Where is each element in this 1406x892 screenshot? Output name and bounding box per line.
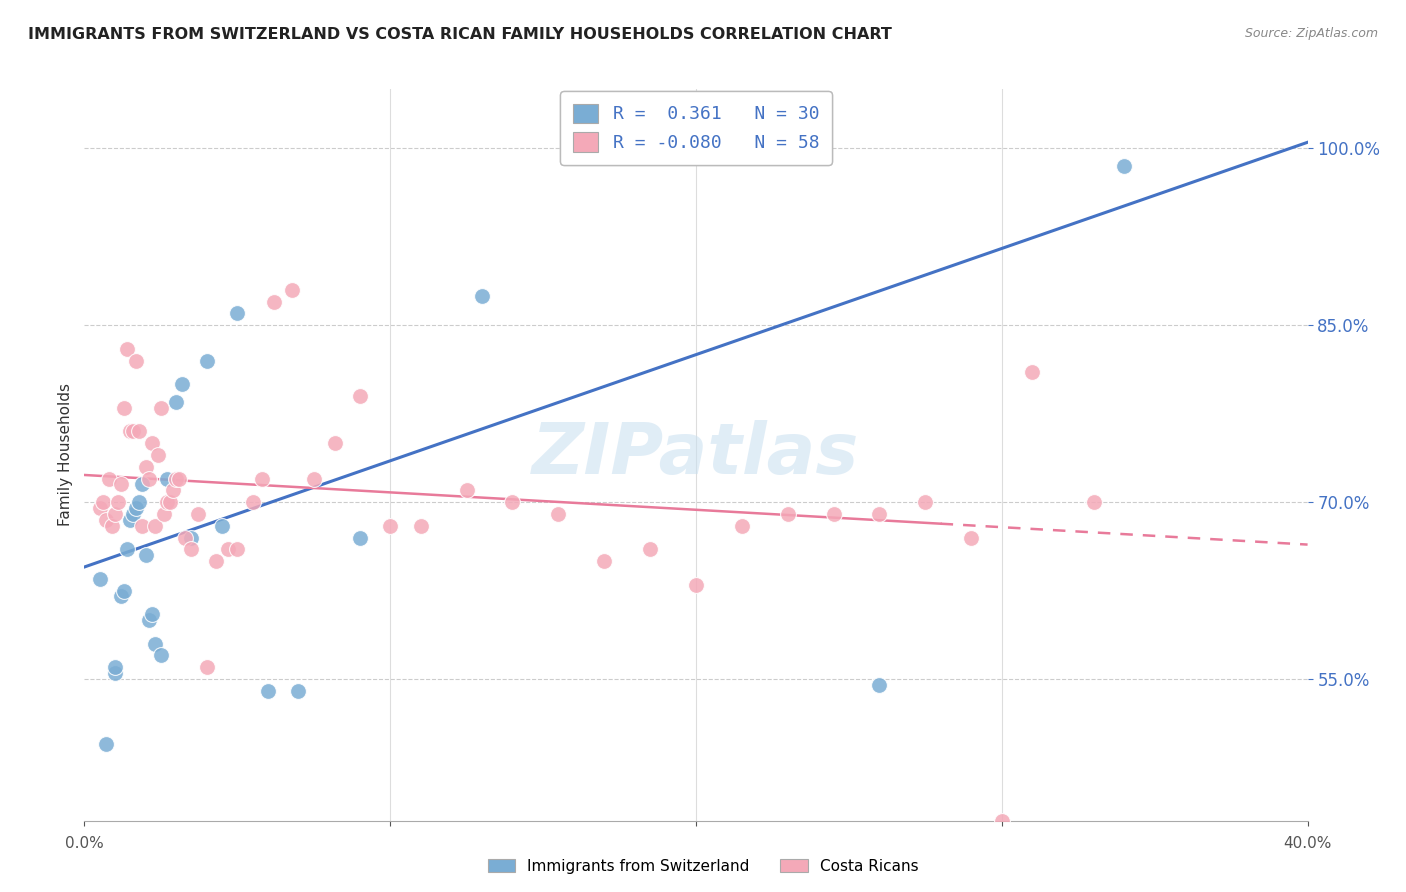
Point <box>685 577 707 591</box>
Point <box>112 401 135 415</box>
Point <box>138 471 160 485</box>
Point <box>1114 159 1136 173</box>
Text: 40.0%: 40.0% <box>1284 836 1331 851</box>
Point <box>186 507 208 521</box>
Legend: R =  0.361   N = 30, R = -0.080   N = 58: R = 0.361 N = 30, R = -0.080 N = 58 <box>560 91 832 165</box>
Point <box>174 531 197 545</box>
Text: 0.0%: 0.0% <box>65 836 104 851</box>
Point <box>287 684 309 698</box>
Point <box>165 394 187 409</box>
Point <box>195 353 218 368</box>
Point <box>91 495 114 509</box>
Point <box>776 507 799 521</box>
Point <box>263 294 285 309</box>
Point <box>131 477 153 491</box>
Point <box>165 471 187 485</box>
Point <box>149 648 172 663</box>
Point <box>128 495 150 509</box>
Point <box>112 583 135 598</box>
Point <box>456 483 478 498</box>
Text: ZIPatlas: ZIPatlas <box>533 420 859 490</box>
Point <box>502 495 524 509</box>
Point <box>94 513 117 527</box>
Point <box>115 342 138 356</box>
Point <box>125 501 148 516</box>
Point <box>110 477 132 491</box>
Point <box>143 518 166 533</box>
Point <box>141 607 163 622</box>
Point <box>349 531 371 545</box>
Point <box>159 495 181 509</box>
Point <box>211 518 233 533</box>
Point <box>257 684 280 698</box>
Point <box>242 495 264 509</box>
Point <box>380 518 402 533</box>
Point <box>138 613 160 627</box>
Point <box>1021 365 1043 379</box>
Point <box>960 531 983 545</box>
Point <box>120 425 142 439</box>
Legend: Immigrants from Switzerland, Costa Ricans: Immigrants from Switzerland, Costa Rican… <box>481 853 925 880</box>
Point <box>128 425 150 439</box>
Point <box>156 495 179 509</box>
Point <box>107 495 129 509</box>
Point <box>146 448 169 462</box>
Point <box>172 377 194 392</box>
Point <box>471 288 494 302</box>
Point <box>180 531 202 545</box>
Point <box>156 471 179 485</box>
Point <box>135 548 157 562</box>
Point <box>122 507 145 521</box>
Point <box>180 542 202 557</box>
Point <box>991 814 1014 828</box>
Point <box>638 542 661 557</box>
Y-axis label: Family Households: Family Households <box>58 384 73 526</box>
Point <box>349 389 371 403</box>
Point <box>914 495 936 509</box>
Point <box>97 471 120 485</box>
Point <box>167 471 190 485</box>
Point <box>141 436 163 450</box>
Point <box>250 471 273 485</box>
Point <box>101 518 124 533</box>
Point <box>823 507 845 521</box>
Point <box>135 459 157 474</box>
Point <box>205 554 228 568</box>
Point <box>593 554 616 568</box>
Point <box>869 678 891 692</box>
Point <box>110 590 132 604</box>
Point <box>120 513 142 527</box>
Point <box>115 542 138 557</box>
Point <box>281 283 304 297</box>
Point <box>302 471 325 485</box>
Point <box>125 353 148 368</box>
Point <box>869 507 891 521</box>
Point <box>323 436 346 450</box>
Point <box>104 660 127 674</box>
Point <box>217 542 239 557</box>
Point <box>143 637 166 651</box>
Point <box>195 660 218 674</box>
Point <box>104 666 127 681</box>
Point <box>162 483 184 498</box>
Point <box>89 501 111 516</box>
Point <box>104 507 127 521</box>
Point <box>122 425 145 439</box>
Point <box>153 507 176 521</box>
Text: Source: ZipAtlas.com: Source: ZipAtlas.com <box>1244 27 1378 40</box>
Point <box>89 572 111 586</box>
Text: IMMIGRANTS FROM SWITZERLAND VS COSTA RICAN FAMILY HOUSEHOLDS CORRELATION CHART: IMMIGRANTS FROM SWITZERLAND VS COSTA RIC… <box>28 27 891 42</box>
Point <box>149 401 172 415</box>
Point <box>547 507 569 521</box>
Point <box>226 306 249 320</box>
Point <box>731 518 754 533</box>
Point <box>131 518 153 533</box>
Point <box>226 542 249 557</box>
Point <box>94 737 117 751</box>
Point <box>1083 495 1105 509</box>
Point <box>409 518 432 533</box>
